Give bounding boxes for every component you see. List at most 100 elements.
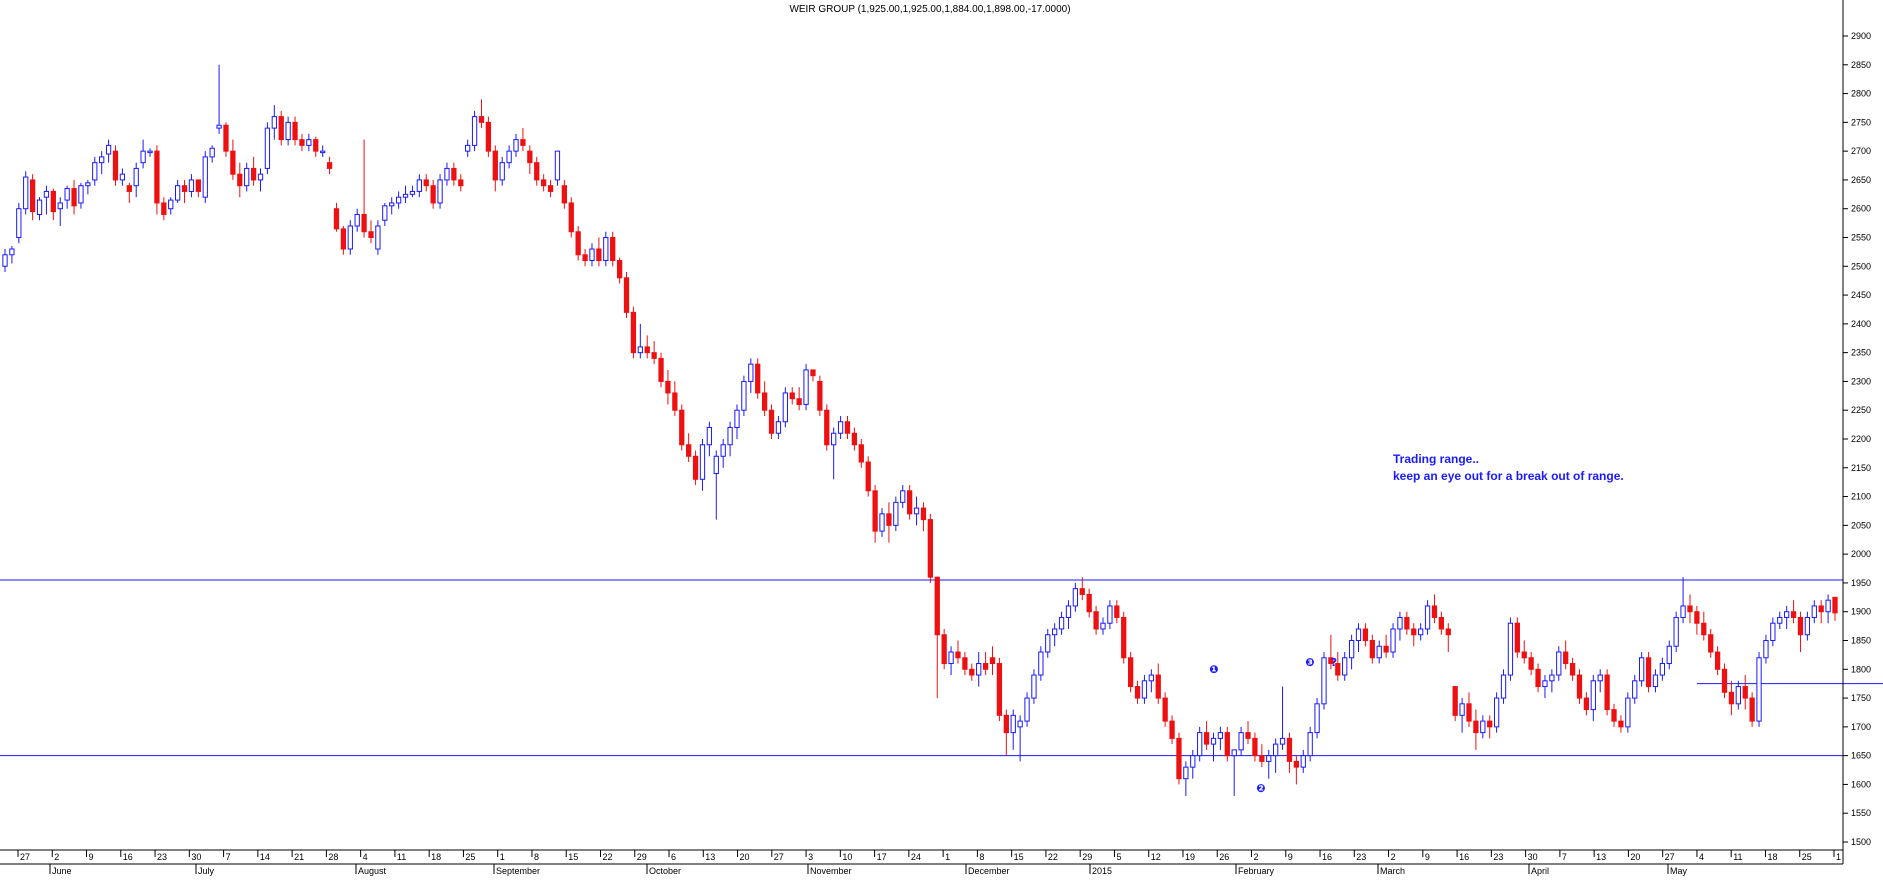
candle: [1597, 669, 1603, 693]
candle-body: [1259, 755, 1265, 762]
candle-body: [1818, 605, 1824, 613]
candle-body: [1714, 651, 1721, 670]
candle-body: [485, 121, 492, 152]
candle-body: [1162, 697, 1168, 722]
candle: [1811, 600, 1817, 624]
candle-body: [1487, 720, 1493, 728]
candle-body: [520, 139, 526, 146]
candle: [630, 306, 637, 359]
candle-body: [140, 150, 146, 164]
candle-body: [1079, 588, 1085, 595]
candle: [1238, 726, 1244, 756]
candle: [1017, 715, 1023, 762]
x-tick-label: 22: [1048, 852, 1058, 862]
candle-body: [920, 507, 927, 521]
candle-body: [1811, 605, 1817, 618]
candle-body: [561, 185, 567, 204]
candle-body: [1397, 616, 1403, 630]
candle-body: [1473, 720, 1479, 734]
candle: [1535, 663, 1541, 693]
candle: [1777, 611, 1783, 629]
marker-3: ❸: [1305, 656, 1314, 669]
candle-body: [458, 179, 464, 187]
candle: [1708, 628, 1714, 658]
y-tick-label: 2700: [1851, 146, 1871, 156]
candle: [955, 640, 961, 664]
candle-body: [112, 150, 119, 181]
candle: [1632, 675, 1638, 704]
candle-body: [1549, 674, 1555, 682]
x-tick-label: 29: [637, 852, 647, 862]
candle: [1825, 594, 1831, 624]
candle: [1673, 611, 1679, 653]
candle: [817, 375, 823, 416]
candle-body: [1058, 616, 1065, 630]
candle-body: [575, 231, 581, 256]
candle-body: [1127, 657, 1134, 688]
candle-body: [1777, 616, 1783, 624]
candle-body: [1742, 686, 1748, 699]
candle: [900, 485, 906, 509]
candle: [1583, 692, 1590, 716]
candle: [1590, 675, 1596, 722]
month-label: July: [198, 866, 215, 876]
candle-body: [465, 144, 471, 152]
candle: [886, 502, 892, 543]
candle-body: [1756, 657, 1762, 722]
x-tick-label: 13: [1596, 852, 1606, 862]
candle: [1307, 726, 1313, 762]
candle: [1694, 605, 1700, 635]
candle: [1507, 617, 1514, 681]
candle-body: [1452, 686, 1458, 716]
candle: [1197, 726, 1203, 762]
candle: [1383, 634, 1389, 658]
candle-body: [154, 150, 160, 204]
y-tick-label: 2750: [1851, 117, 1871, 127]
candle-body: [188, 179, 195, 192]
candle: [1127, 652, 1134, 693]
candle: [927, 513, 933, 583]
candle: [119, 168, 126, 186]
candle: [168, 197, 174, 215]
candle-body: [1342, 657, 1348, 676]
candle-body: [292, 121, 298, 141]
candle-body: [1197, 732, 1203, 757]
candle: [1100, 617, 1106, 635]
candle-body: [651, 352, 657, 359]
candle-body: [437, 179, 443, 204]
candle: [907, 485, 913, 520]
candle: [1528, 652, 1534, 676]
candle: [1721, 663, 1728, 699]
candle: [803, 364, 809, 411]
candle-body: [589, 248, 595, 262]
candle-body: [340, 228, 347, 250]
candle-body: [713, 455, 719, 475]
candle-body: [1086, 593, 1092, 613]
candle: [1031, 669, 1037, 704]
x-tick-label: 16: [1459, 852, 1469, 862]
candle-body: [969, 668, 975, 676]
candle: [692, 450, 699, 486]
candle: [1714, 646, 1721, 676]
candle-body: [534, 162, 540, 181]
candle: [395, 191, 402, 209]
candle-body: [699, 444, 706, 480]
candle: [741, 375, 747, 416]
candle: [1266, 749, 1272, 779]
marker-3-suffix: ?: [1331, 656, 1337, 669]
candle: [71, 179, 77, 215]
candle: [1335, 652, 1341, 681]
candle: [299, 133, 305, 152]
candle-body: [1542, 680, 1548, 688]
candle: [782, 387, 788, 428]
candle: [1832, 596, 1838, 621]
candle: [727, 421, 733, 457]
candle: [50, 188, 56, 221]
x-tick-label: 30: [191, 852, 201, 862]
y-tick-label: 1950: [1851, 578, 1871, 588]
candle-body: [320, 150, 326, 154]
candle-body: [803, 369, 809, 405]
candle: [430, 179, 436, 209]
candle-body: [837, 421, 844, 434]
x-tick-label: 15: [1014, 852, 1024, 862]
